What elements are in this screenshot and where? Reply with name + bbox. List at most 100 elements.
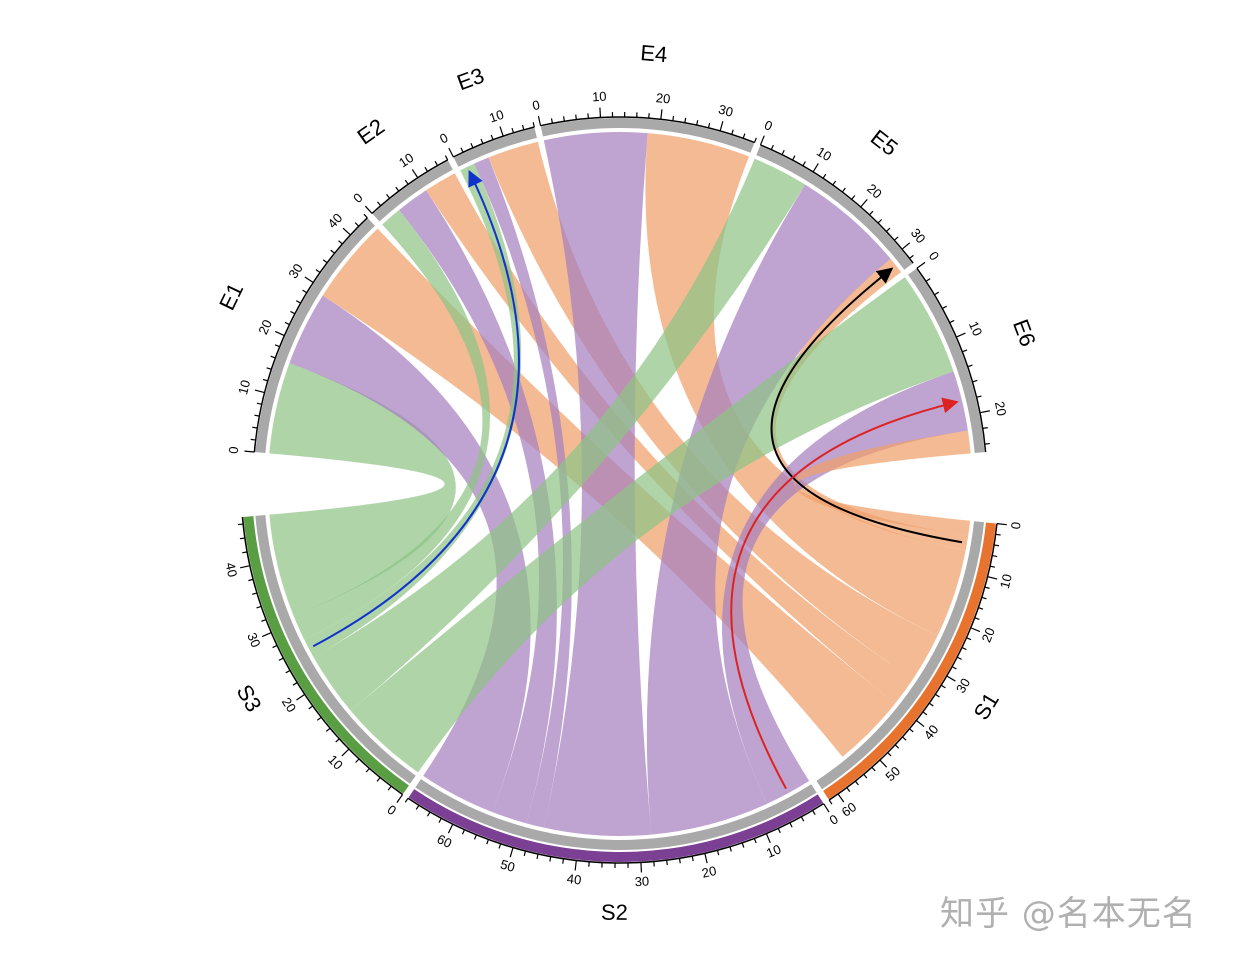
tick-e1	[290, 310, 296, 315]
tick-s2	[800, 816, 805, 822]
sector-track-e5	[756, 145, 913, 270]
tick-s3	[376, 777, 381, 782]
tick-e2	[424, 166, 429, 172]
tick-e6	[984, 442, 990, 445]
tick-e5	[770, 144, 774, 150]
tick-s1	[946, 675, 956, 682]
axis-line-e1	[253, 217, 368, 453]
tick-e5	[822, 173, 827, 179]
tick-s1	[940, 684, 946, 689]
link-s1-e2	[426, 173, 913, 704]
tick-e1	[262, 378, 268, 382]
tick-s1	[879, 759, 888, 768]
tick-label-e5: 20	[864, 181, 885, 202]
tick-label-s2: 40	[566, 871, 582, 888]
tick-e1	[302, 289, 308, 294]
tick-s3	[355, 758, 360, 763]
tick-s1	[993, 544, 1000, 547]
tick-s3	[387, 785, 392, 791]
tick-s3	[242, 551, 248, 554]
tick-e2	[364, 205, 373, 214]
tick-e1	[330, 249, 335, 254]
tick-e3	[448, 147, 454, 158]
tick-e3	[521, 124, 525, 130]
tick-s1	[981, 596, 987, 600]
tick-e4	[599, 107, 602, 118]
tick-s1	[901, 736, 907, 741]
tick-label-s2: 30	[634, 873, 649, 889]
link-s1-e3	[488, 141, 938, 680]
tick-label-e3: 10	[487, 107, 505, 126]
link-s3-e2	[293, 209, 491, 640]
arrows-layer	[312, 169, 963, 790]
sector-track-e1	[255, 218, 375, 453]
tick-s2	[461, 829, 466, 835]
tick-e4	[719, 121, 724, 132]
tick-e2	[377, 201, 382, 207]
tick-e5	[869, 210, 874, 216]
tick-s3	[261, 618, 267, 622]
tick-s1	[966, 637, 972, 641]
tick-e5	[841, 187, 846, 193]
sector-label-e4: E4	[639, 40, 668, 67]
tick-label-s2: 20	[700, 863, 717, 881]
tick-e5	[802, 161, 806, 167]
tick-s2	[426, 811, 431, 817]
tick-label-s3: 0	[384, 802, 399, 818]
tick-s1	[992, 554, 998, 558]
tick-label-s3: 40	[223, 561, 241, 578]
tick-s1	[951, 666, 957, 670]
tick-s1	[846, 787, 851, 793]
tick-s2	[789, 822, 793, 828]
sector-track-e2	[372, 160, 453, 222]
tick-label-e2: 0	[350, 190, 365, 206]
tick-s3	[341, 748, 350, 757]
tick-s2	[447, 823, 454, 834]
link-s2-e3	[474, 157, 572, 828]
axis-line-s1	[828, 523, 998, 801]
tick-e2	[395, 186, 400, 192]
tick-e1	[250, 438, 256, 441]
tick-e4	[562, 116, 565, 122]
watermark: 知乎 @名本无名	[940, 894, 1197, 934]
tick-e5	[851, 195, 856, 200]
tick-e5	[832, 180, 837, 186]
tick-s2	[404, 797, 409, 803]
tick-s3	[308, 705, 314, 710]
tick-s3	[335, 738, 340, 743]
tick-e6	[934, 291, 940, 296]
tick-s3	[296, 693, 306, 701]
tick-s3	[248, 578, 254, 582]
tick-label-e1: 40	[325, 210, 346, 231]
tick-e1	[270, 355, 276, 359]
tick-s3	[272, 644, 278, 649]
tick-e1	[252, 426, 258, 429]
tick-e2	[411, 169, 419, 179]
tick-s3	[365, 767, 370, 773]
sector-label-s1: S1	[968, 688, 1003, 724]
tick-e6	[916, 261, 926, 269]
tick-e1	[363, 213, 368, 219]
tick-s2	[777, 828, 781, 834]
tick-s2	[741, 842, 745, 848]
tick-label-e2: 10	[396, 150, 416, 170]
tick-label-e4: 30	[717, 101, 735, 119]
axis-line-s2	[407, 797, 825, 864]
tick-s2	[753, 838, 757, 844]
tick-label-e6: 20	[992, 400, 1010, 417]
tick-s1	[995, 533, 1001, 536]
link-s2-e5	[646, 184, 891, 835]
tick-e3	[511, 127, 515, 133]
tick-s1	[974, 617, 980, 621]
link-s1-e6	[794, 430, 971, 536]
tick-e6	[972, 379, 978, 383]
tick-label-e5: 30	[908, 225, 929, 246]
tick-e1	[274, 344, 280, 348]
tick-s2	[812, 810, 816, 816]
tick-e1	[284, 321, 290, 326]
tick-label-e1: 0	[226, 446, 242, 455]
tick-e4	[537, 115, 542, 126]
link-s3-e5	[313, 158, 806, 711]
axis-line-e6	[916, 267, 987, 453]
tick-label-e3: 0	[437, 130, 450, 147]
